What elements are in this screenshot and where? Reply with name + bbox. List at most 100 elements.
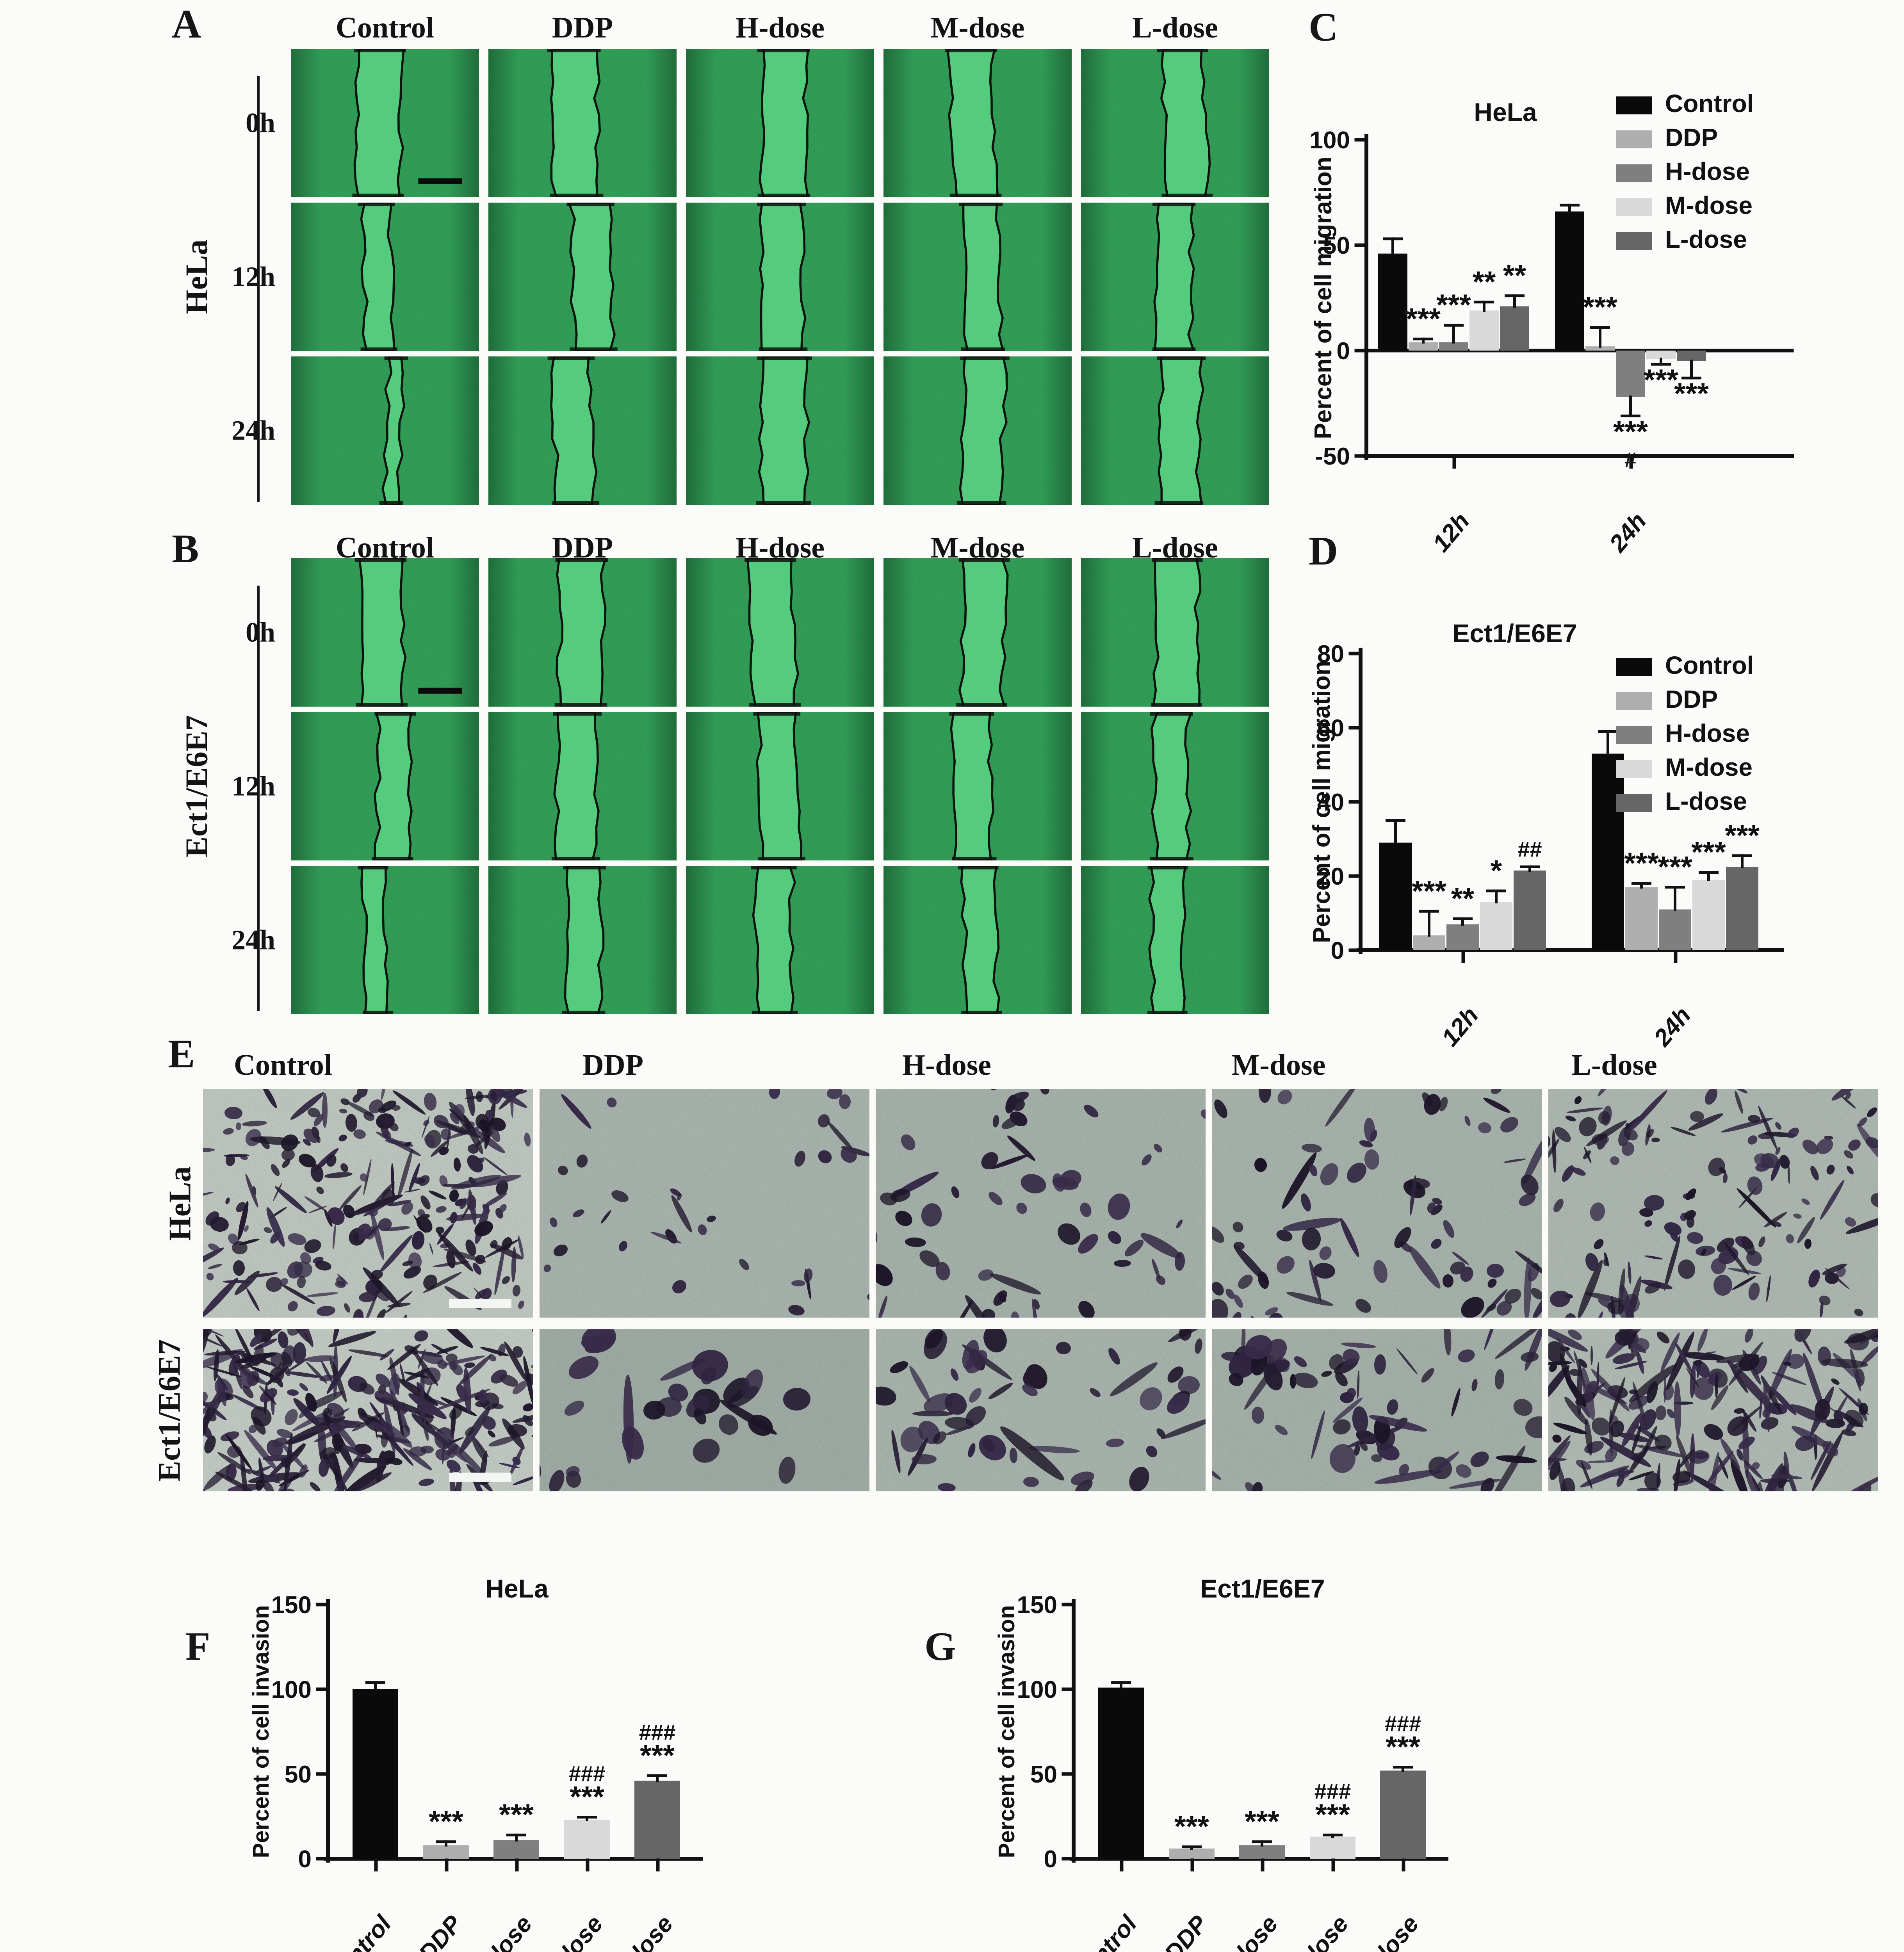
y-tick-label: 40 (1317, 789, 1344, 816)
x-category-label: 24h (1649, 1002, 1696, 1052)
y-tick-label: 100 (1310, 127, 1350, 154)
transwell-image-ect1-e6e7-ddp (539, 1329, 869, 1491)
wound-image-24h-ddp (488, 356, 677, 505)
sig-stars: *** (1583, 291, 1617, 324)
x-category-label: Control (321, 1910, 397, 1952)
panel-letter-c: C (1309, 5, 1338, 50)
column-header-m-dose: M-dose (1231, 1049, 1326, 1081)
legend-label: Control (1665, 89, 1754, 118)
transwell-image-hela-control (203, 1089, 533, 1318)
y-tick-label: 50 (285, 1761, 312, 1788)
transwell-image-hela-ddp (539, 1089, 869, 1318)
panel-letter-a: A (172, 2, 201, 46)
legend-label: M-dose (1665, 191, 1753, 219)
sig-stars: *** (1613, 415, 1648, 448)
sig-stars: *** (1174, 1810, 1209, 1843)
wound-image-0h-control (291, 558, 479, 707)
sig-hash: ### (1314, 1779, 1351, 1804)
y-axis-label: Percent of cell invasion (994, 1605, 1019, 1858)
transwell-image-ect1-e6e7-h-dose (876, 1329, 1206, 1491)
sig-stars: *** (429, 1805, 463, 1838)
y-tick-label: 50 (1030, 1761, 1057, 1788)
x-category-label: M-dose (533, 1911, 608, 1952)
x-category-label: Control (1066, 1910, 1143, 1952)
wound-image-12h-control (291, 203, 479, 351)
sig-hash: ### (569, 1761, 605, 1786)
y-tick-label: 20 (1317, 863, 1344, 890)
sig-stars: *** (1406, 302, 1441, 335)
y-tick-label: 100 (271, 1676, 312, 1703)
x-category-label: L-dose (607, 1911, 678, 1952)
sig-hash: ## (1518, 837, 1542, 861)
legend-label: L-dose (1665, 225, 1747, 253)
chart-title: Ect1/E6E7 (1200, 1574, 1325, 1603)
wound-image-0h-l-dose (1081, 558, 1269, 707)
sig-stars: *** (1315, 1798, 1350, 1831)
sig-stars: *** (1624, 847, 1659, 880)
sig-stars: ** (1473, 265, 1496, 299)
wound-image-0h-l-dose (1081, 49, 1269, 197)
wound-image-24h-m-dose (883, 866, 1072, 1014)
y-tick-label: 150 (271, 1592, 312, 1619)
column-header-ddp: DDP (582, 1049, 644, 1081)
transwell-image-hela-l-dose (1548, 1089, 1878, 1318)
column-header-m-dose: M-dose (930, 11, 1025, 44)
sig-stars: *** (1644, 363, 1678, 397)
sig-stars: *** (1691, 836, 1726, 869)
transwell-image-ect1-e6e7-l-dose (1548, 1329, 1878, 1491)
column-header-h-dose: H-dose (902, 1049, 991, 1081)
wound-image-0h-m-dose (883, 49, 1072, 197)
legend-label: DDP (1665, 123, 1718, 151)
wound-image-12h-ddp (488, 203, 677, 351)
transwell-image-hela-m-dose (1212, 1089, 1542, 1318)
wound-image-24h-h-dose (686, 356, 874, 505)
wound-image-12h-control (291, 712, 479, 860)
x-category-label: H-dose (464, 1911, 538, 1952)
sig-stars: *** (499, 1798, 534, 1831)
sig-stars: *** (1386, 1731, 1420, 1764)
cell-line-label-ect1: Ect1/E6E7 (152, 1339, 187, 1482)
panel-letter-f: F (185, 1624, 210, 1669)
legend-label: L-dose (1665, 787, 1747, 815)
wound-image-0h-h-dose (686, 558, 874, 707)
wound-image-24h-control (291, 866, 479, 1014)
column-header-h-dose: H-dose (736, 11, 825, 44)
wound-image-12h-m-dose (883, 712, 1072, 860)
cell-line-label-A: HeLa (180, 239, 214, 314)
y-tick-label: 0 (1331, 937, 1344, 964)
wound-image-24h-h-dose (686, 866, 874, 1014)
chart-title: HeLa (485, 1574, 549, 1603)
sig-stars: *** (1725, 819, 1760, 852)
panel-letter-b: B (172, 526, 199, 571)
sig-stars: *** (1674, 377, 1709, 410)
y-tick-label: 60 (1317, 715, 1344, 742)
sig-stars: * (1491, 854, 1502, 887)
chart-title: HeLa (1474, 98, 1537, 126)
row-bracket (257, 76, 260, 502)
wound-image-24h-l-dose (1081, 356, 1269, 505)
transwell-image-ect1-e6e7-control (203, 1329, 533, 1491)
y-tick-label: 0 (298, 1846, 312, 1873)
chart-g: Ect1/E6E7 Percent of cell invasion 0 50 100 1… (994, 1574, 1448, 1952)
panel-letter-e: E (168, 1031, 195, 1076)
sig-stars: ** (1503, 259, 1526, 292)
wound-image-24h-m-dose (883, 356, 1072, 505)
row-label-12h: 12h (231, 261, 275, 292)
column-header-l-dose: L-dose (1132, 11, 1218, 44)
column-header-control: Control (336, 11, 434, 44)
wound-image-12h-l-dose (1081, 712, 1269, 860)
sig-stars: *** (640, 1739, 675, 1772)
x-category-label: L-dose (1352, 1911, 1424, 1952)
column-header-ddp: DDP (552, 11, 613, 44)
legend-label: Control (1665, 651, 1754, 679)
legend-label: DDP (1665, 685, 1718, 713)
wound-image-24h-control (291, 356, 479, 505)
sig-stars: *** (1436, 289, 1471, 322)
wound-image-0h-control (291, 49, 479, 197)
wound-image-12h-m-dose (883, 203, 1072, 351)
y-tick-label: 0 (1337, 338, 1350, 365)
wound-image-0h-ddp (488, 558, 677, 707)
transwell-image-ect1-e6e7-m-dose (1212, 1329, 1542, 1491)
